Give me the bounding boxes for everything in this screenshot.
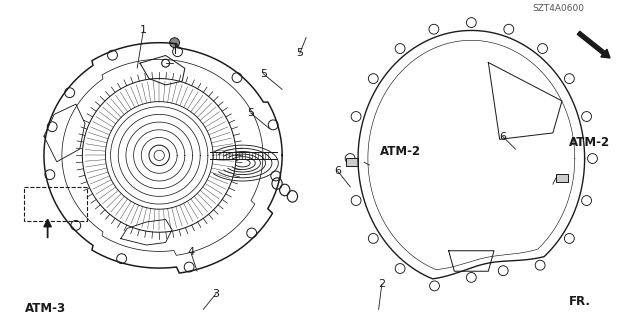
- Text: SZT4A0600: SZT4A0600: [533, 4, 585, 13]
- Text: 5: 5: [296, 48, 303, 58]
- Text: 5: 5: [260, 69, 267, 79]
- Text: 4: 4: [187, 247, 195, 257]
- Text: 5: 5: [247, 108, 254, 118]
- Circle shape: [170, 38, 179, 48]
- Text: 3: 3: [212, 289, 220, 299]
- Text: FR.: FR.: [569, 295, 591, 308]
- Text: ATM-3: ATM-3: [25, 301, 66, 315]
- FancyArrow shape: [577, 31, 610, 58]
- Text: 6: 6: [334, 166, 341, 176]
- Text: ATM-2: ATM-2: [569, 136, 610, 149]
- Text: ATM-2: ATM-2: [380, 145, 421, 158]
- Bar: [556, 174, 568, 182]
- Text: 1: 1: [140, 25, 147, 35]
- Text: 2: 2: [378, 279, 385, 289]
- Bar: [346, 159, 358, 166]
- Text: 6: 6: [499, 131, 506, 142]
